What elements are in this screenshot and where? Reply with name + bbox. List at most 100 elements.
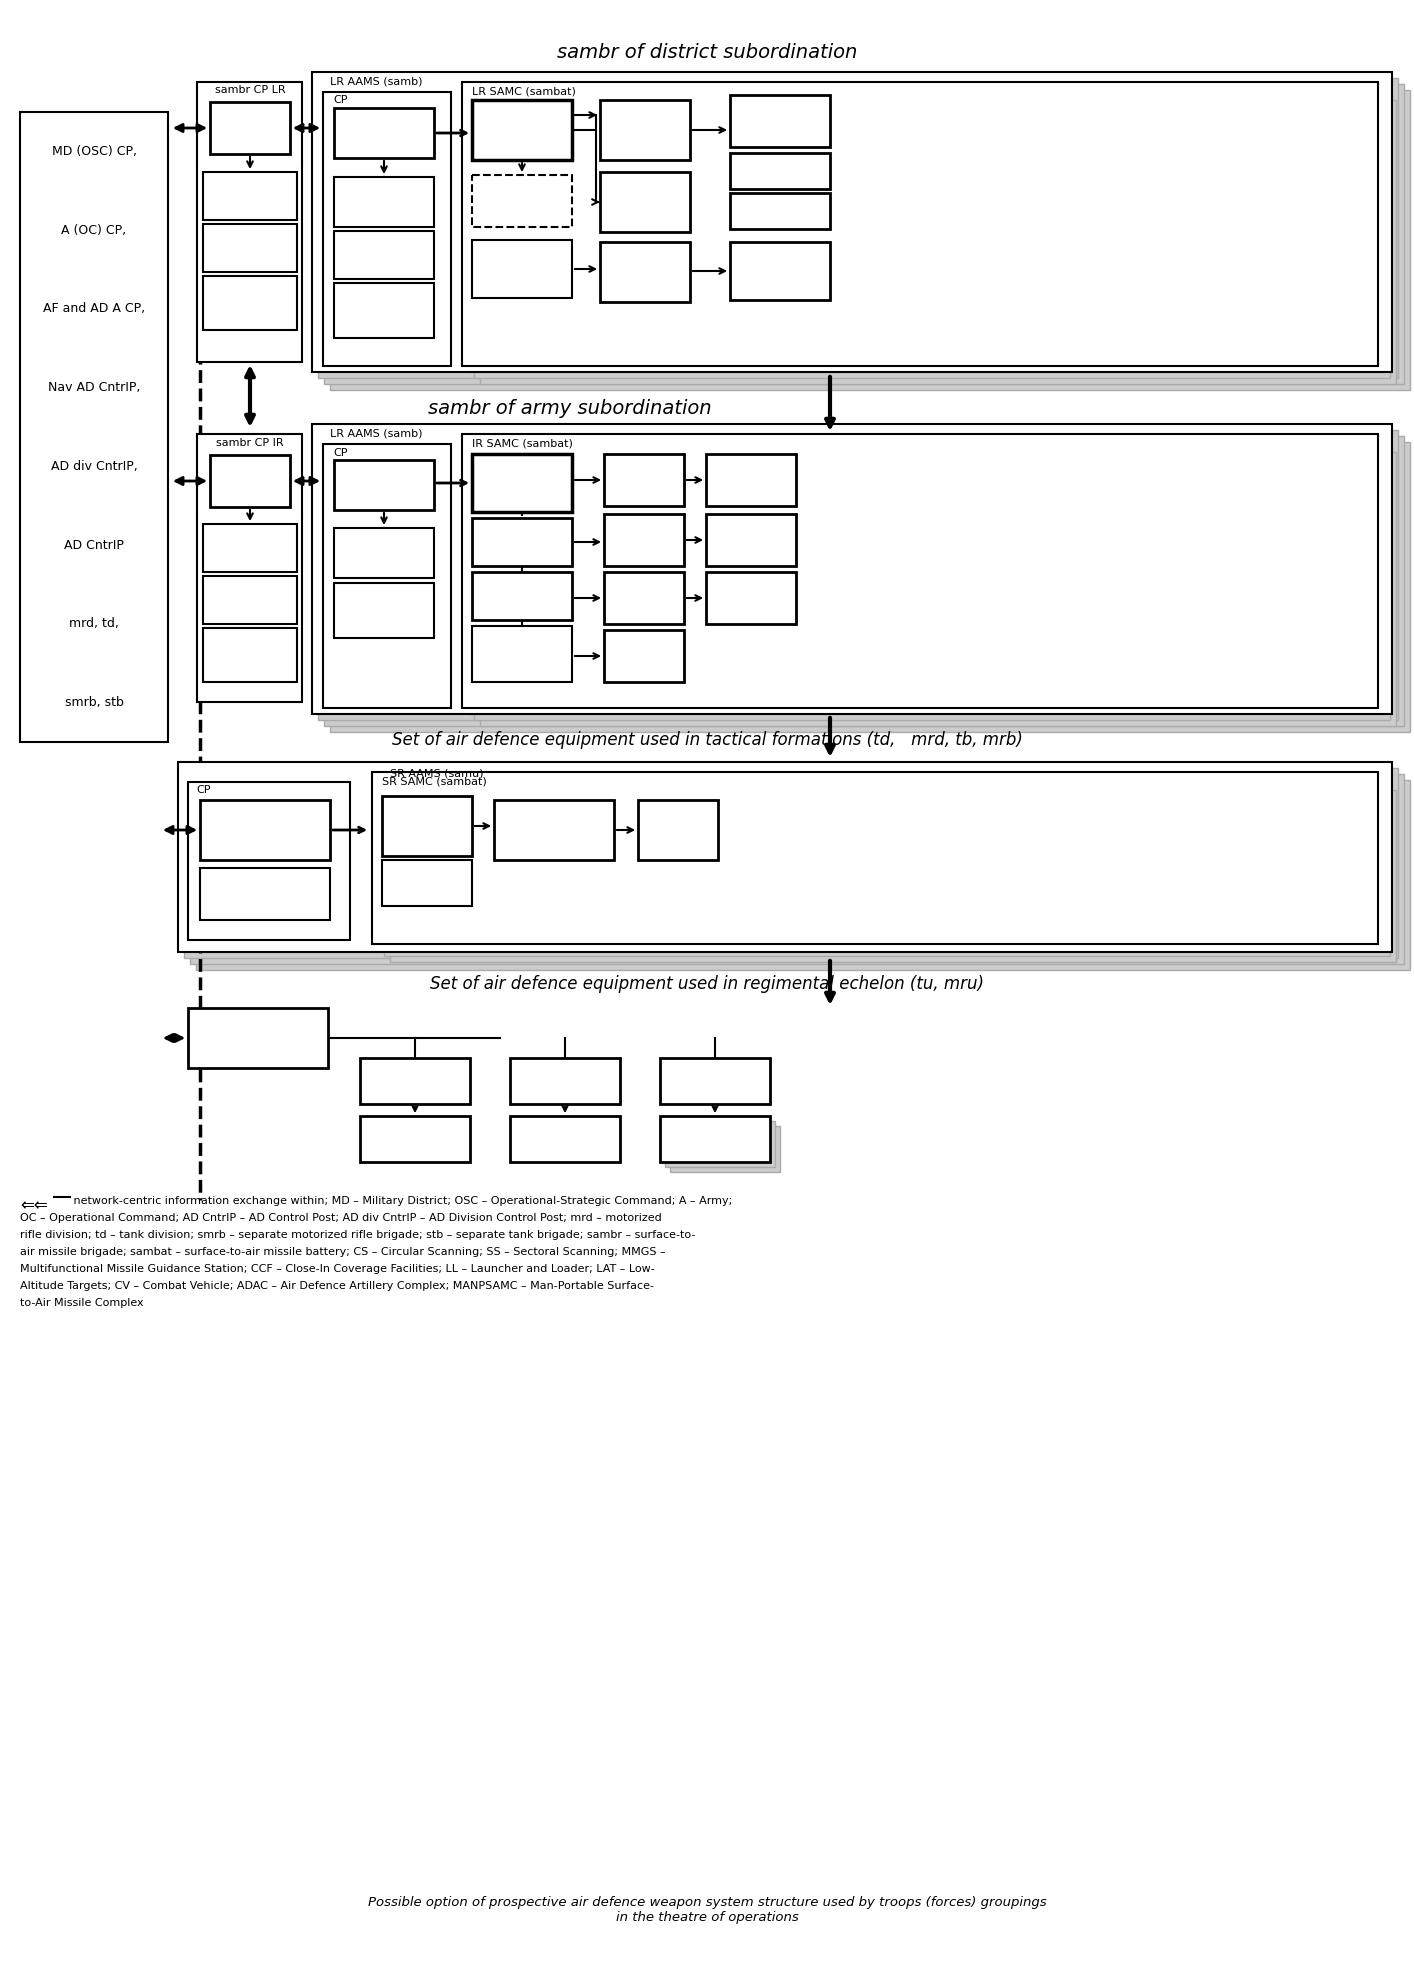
Bar bbox=[204, 173, 297, 220]
Bar bbox=[324, 437, 1404, 727]
Bar bbox=[472, 572, 573, 619]
Bar bbox=[600, 173, 690, 232]
Bar bbox=[730, 95, 830, 147]
Text: AD div CntrIP,: AD div CntrIP, bbox=[51, 461, 137, 472]
Bar bbox=[510, 1058, 619, 1104]
Text: OC – Operational Command; AD CntrIP – AD Control Post; AD div CntrIP – AD Divisi: OC – Operational Command; AD CntrIP – AD… bbox=[20, 1213, 662, 1223]
Bar bbox=[188, 1008, 328, 1068]
Bar bbox=[312, 425, 1391, 715]
Bar bbox=[189, 774, 1404, 965]
Text: UBCP: UBCP bbox=[399, 1074, 431, 1088]
Text: CS-SS Radar
(S-L): CS-SS Radar (S-L) bbox=[215, 185, 284, 206]
Text: UAES: UAES bbox=[229, 474, 270, 488]
Text: CCF
(SR, LR,
MANPSAMC): CCF (SR, LR, MANPSAMC) bbox=[492, 637, 553, 671]
Text: SR SAMC (sambat): SR SAMC (sambat) bbox=[382, 776, 486, 786]
Text: Possible option of prospective air defence weapon system structure used by troop: Possible option of prospective air defen… bbox=[368, 1896, 1046, 1923]
Text: CP: CP bbox=[197, 784, 211, 796]
Text: UAES: UAES bbox=[229, 121, 270, 135]
Bar bbox=[604, 572, 684, 623]
Text: CP: CP bbox=[334, 449, 348, 459]
Bar bbox=[604, 455, 684, 506]
Text: UCCP: UCCP bbox=[238, 1030, 279, 1044]
Bar bbox=[334, 461, 434, 510]
Text: IGR (X): IGR (X) bbox=[499, 590, 544, 603]
Text: CS Radar
(S-L): CS Radar (S-L) bbox=[358, 191, 410, 212]
Text: CS-SS Radar
(S-L): CS-SS Radar (S-L) bbox=[215, 538, 284, 560]
Text: MD (OSC) CP,: MD (OSC) CP, bbox=[51, 145, 137, 159]
Bar bbox=[385, 784, 1390, 957]
Bar bbox=[199, 867, 329, 919]
Text: CS Radar
(L-UHF): CS Radar (L-UHF) bbox=[358, 244, 410, 266]
Text: TELAR (X): TELAR (X) bbox=[491, 476, 553, 490]
Text: MMGS (X): MMGS (X) bbox=[491, 123, 553, 137]
Bar bbox=[204, 627, 297, 683]
Bar bbox=[204, 576, 297, 623]
Text: CCF
(SR, LR,
MANPSAMC): CCF (SR, LR, MANPSAMC) bbox=[354, 594, 414, 627]
Bar bbox=[211, 101, 290, 155]
Text: UBCP: UBCP bbox=[699, 1074, 732, 1088]
Text: AD CntrIP: AD CntrIP bbox=[64, 538, 124, 552]
Text: network-centric information exchange within; MD – Military District; OSC – Opera: network-centric information exchange wit… bbox=[71, 1197, 732, 1207]
Text: IR SAMC (sambat): IR SAMC (sambat) bbox=[472, 439, 573, 449]
Text: CCF
(MANPSAMC): CCF (MANPSAMC) bbox=[393, 871, 461, 893]
Bar bbox=[199, 800, 329, 860]
Text: CS-SS Radar
(L-UHF): CS-SS Radar (L-UHF) bbox=[215, 236, 284, 258]
Bar bbox=[479, 99, 1396, 383]
Bar bbox=[604, 514, 684, 566]
Text: CS Radar
(S-L): CS Radar (S-L) bbox=[358, 542, 410, 564]
Bar bbox=[472, 99, 573, 161]
Text: Set of air defence equipment used in regimental echelon (tu, mru): Set of air defence equipment used in reg… bbox=[430, 975, 984, 992]
Text: BT SAM: BT SAM bbox=[756, 165, 805, 177]
Bar bbox=[390, 790, 1396, 963]
Bar bbox=[479, 453, 1396, 727]
Text: AF and AD A CP,: AF and AD A CP, bbox=[42, 302, 146, 316]
Text: Altitude Targets; CV – Combat Vehicle; ADAC – Air Defence Artillery Complex; MAN: Altitude Targets; CV – Combat Vehicle; A… bbox=[20, 1280, 655, 1290]
Bar bbox=[706, 455, 796, 506]
Text: LAT
Radar (C): LAT Radar (C) bbox=[238, 879, 293, 907]
Bar bbox=[322, 91, 451, 365]
Bar bbox=[730, 193, 830, 228]
Text: CS-SS Radar
(L-UHF): CS-SS Radar (L-UHF) bbox=[215, 590, 284, 611]
Bar bbox=[334, 584, 434, 637]
Bar bbox=[638, 800, 718, 860]
Bar bbox=[472, 175, 573, 226]
Bar bbox=[318, 77, 1398, 377]
Bar bbox=[472, 455, 573, 512]
Text: LR SAM: LR SAM bbox=[727, 534, 775, 546]
Text: CCF
(SR, LR, MANPSAMC): CCF (SR, LR, MANPSAMC) bbox=[332, 300, 436, 322]
Text: CCF
(SR, LR,
MANPSAMC): CCF (SR, LR, MANPSAMC) bbox=[489, 252, 554, 286]
Text: LR SAMC (sambat): LR SAMC (sambat) bbox=[472, 85, 575, 95]
Bar bbox=[197, 81, 303, 361]
Text: Nav AD CntrIP,: Nav AD CntrIP, bbox=[48, 381, 140, 395]
Bar bbox=[378, 778, 1384, 951]
Bar bbox=[660, 1058, 771, 1104]
Text: CCF
(SR, LR,
MANPSAMC): CCF (SR, LR, MANPSAMC) bbox=[218, 286, 283, 320]
Bar bbox=[665, 1122, 775, 1167]
Text: IR SAM: IR SAM bbox=[758, 204, 802, 218]
Bar bbox=[204, 276, 297, 330]
Bar bbox=[382, 860, 472, 905]
Bar bbox=[660, 1116, 771, 1161]
Bar bbox=[178, 762, 1391, 953]
Bar bbox=[706, 514, 796, 566]
Bar bbox=[472, 518, 573, 566]
Bar bbox=[184, 768, 1398, 959]
Bar bbox=[324, 83, 1404, 383]
Text: IR SAM: IR SAM bbox=[758, 264, 802, 278]
Bar bbox=[329, 443, 1410, 732]
Bar bbox=[510, 1116, 619, 1161]
Text: UBCP: UBCP bbox=[410, 820, 444, 832]
Bar bbox=[730, 242, 830, 300]
Bar bbox=[706, 572, 796, 623]
Bar bbox=[211, 455, 290, 506]
Text: sambr CP LR: sambr CP LR bbox=[215, 85, 286, 95]
Text: sambr of district subordination: sambr of district subordination bbox=[557, 42, 857, 62]
Text: CCF
(SR, LR,
MANPSAMC): CCF (SR, LR, MANPSAMC) bbox=[218, 639, 283, 671]
Bar bbox=[670, 1125, 781, 1171]
Bar bbox=[329, 89, 1410, 389]
Bar bbox=[468, 87, 1384, 371]
Text: UCCP: UCCP bbox=[363, 478, 404, 492]
Bar bbox=[334, 528, 434, 578]
Bar bbox=[474, 93, 1390, 377]
Bar bbox=[334, 107, 434, 159]
